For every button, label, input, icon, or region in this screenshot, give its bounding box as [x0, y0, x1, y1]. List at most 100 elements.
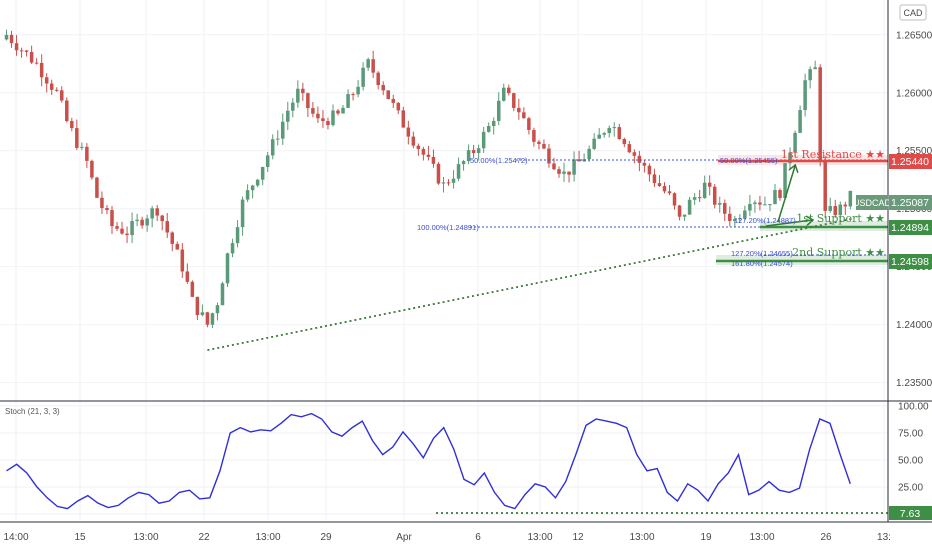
candle-body: [733, 219, 737, 222]
candle-body: [70, 121, 74, 129]
currency-badge[interactable]: [899, 4, 927, 21]
support-2-label: 2nd Support ★★: [792, 246, 885, 259]
candle-body: [522, 112, 526, 119]
candle-body: [592, 138, 596, 149]
ascending-trendline[interactable]: [207, 218, 851, 352]
candle-body: [843, 204, 848, 207]
candle-body: [235, 227, 240, 244]
candle-body: [150, 208, 154, 219]
candle-body: [281, 121, 285, 139]
resistance-price-tag: [889, 154, 932, 169]
candle-body: [245, 190, 250, 200]
time-tick-label: 29: [320, 532, 332, 543]
candle-body: [607, 127, 611, 134]
candle-body: [542, 143, 546, 149]
fib-label-50-left: 50.00%(1.25472): [470, 156, 528, 165]
candle-body: [401, 110, 406, 128]
stoch-tick-label: 75.00: [898, 429, 923, 440]
candle-body: [512, 93, 516, 108]
time-tick-label: 13:00: [527, 532, 552, 543]
candle-body: [180, 249, 185, 272]
candle-body: [321, 118, 325, 122]
support-1-label: 1st Support ★★: [796, 212, 885, 225]
candle-body: [471, 150, 476, 154]
candle-body: [286, 110, 290, 122]
candle-body: [391, 98, 396, 103]
time-tick-label: 12: [572, 532, 584, 543]
stoch-title: Stoch (21, 3, 3): [5, 407, 60, 416]
support-1-price-label: 1.24894: [891, 222, 929, 234]
candle-body: [552, 163, 556, 170]
candle-body: [90, 160, 94, 178]
candle-body: [838, 204, 843, 216]
candle-body: [24, 50, 29, 52]
candle-body: [140, 219, 144, 226]
candle-body: [828, 206, 832, 211]
candle-body: [657, 183, 662, 187]
candle-body: [527, 118, 531, 130]
candle-body: [39, 62, 44, 78]
candle-body: [577, 159, 581, 162]
candle-body: [205, 312, 210, 325]
candle-body: [702, 182, 707, 199]
candle-body: [396, 102, 401, 111]
candle-body: [717, 203, 722, 205]
candle-body: [95, 177, 99, 198]
price-tick-label: 1.26000: [896, 88, 932, 99]
candle-body: [376, 72, 380, 86]
candle-body: [225, 253, 230, 284]
candle-body: [768, 204, 772, 206]
candle-body: [642, 162, 647, 166]
candle-body: [451, 178, 456, 183]
candle-body: [632, 152, 637, 156]
candle-body: [200, 312, 205, 315]
projection-arrow-support: [765, 220, 812, 227]
candle-body: [361, 67, 365, 87]
stoch-tick-label: 100.00: [898, 402, 929, 413]
candle-body: [411, 136, 416, 146]
candle-body: [808, 69, 812, 81]
candle-body: [105, 207, 109, 211]
fib-label-161: 161.80%(1.24574): [731, 259, 793, 268]
candle-body: [316, 113, 320, 119]
candle-body: [250, 185, 255, 191]
candle-body: [436, 163, 441, 184]
candle-body: [758, 202, 762, 205]
candle-body: [517, 107, 521, 113]
candle-body: [738, 218, 742, 220]
candle-body: [823, 161, 827, 211]
candle-body: [220, 283, 225, 306]
candle-body: [311, 108, 315, 114]
candle-body: [265, 155, 270, 167]
fib-label-100-left: 100.00%(1.24891): [417, 223, 479, 232]
candle-body: [175, 243, 180, 250]
instrument-tag-label: USDCAD: [853, 198, 892, 208]
candle-body: [788, 152, 792, 164]
candle-body: [130, 221, 134, 236]
candle-body: [336, 110, 340, 114]
candle-body: [270, 139, 275, 156]
support-2-price-label: 1.24598: [891, 256, 929, 268]
resistance-1-label: 1st Resistance ★★: [781, 148, 885, 161]
time-axis[interactable]: 14:00 15 13:00 22 13:00 29 Apr 6 13:00 12 13:00 19 1…: [3, 532, 890, 543]
candle-body: [627, 144, 632, 153]
candle-body: [486, 126, 491, 132]
candle-body: [652, 174, 657, 184]
candle-body: [306, 93, 310, 109]
candle-body: [431, 156, 436, 164]
candle-body: [100, 197, 104, 208]
time-tick-label: Apr: [396, 532, 412, 543]
candle-body: [496, 100, 501, 121]
candle-body: [587, 148, 591, 160]
stoch-level-label: 7.63: [900, 508, 921, 520]
candle-body: [532, 129, 536, 142]
time-tick-label: 13:00: [133, 532, 158, 543]
candle-body: [381, 85, 385, 91]
candle-body: [848, 190, 853, 207]
candle-body: [356, 86, 360, 95]
candle-body: [366, 59, 370, 68]
candle-body: [662, 186, 667, 192]
candle-body: [190, 281, 195, 297]
